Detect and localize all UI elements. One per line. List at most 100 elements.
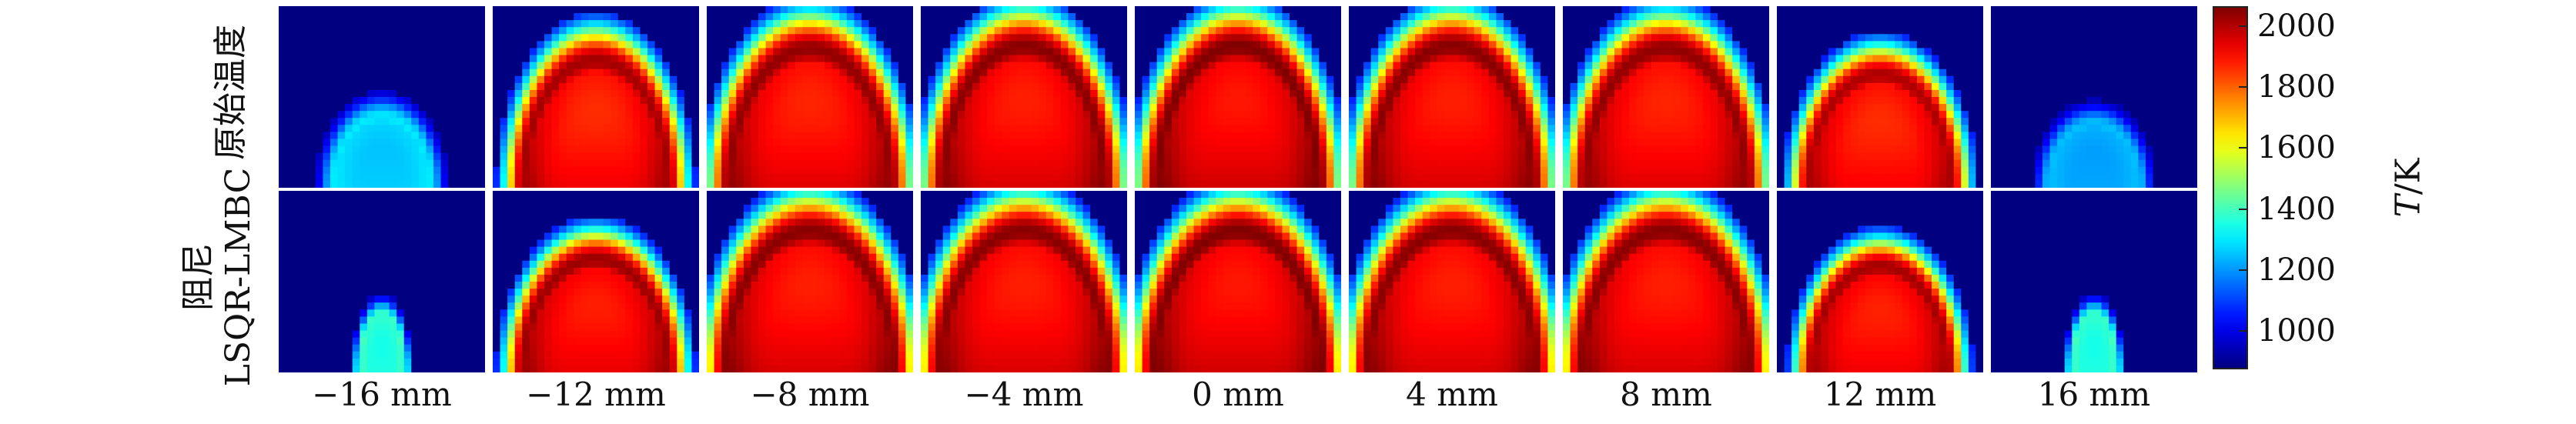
heatmap-cell (1710, 104, 1718, 112)
heatmap-cell (788, 13, 796, 21)
heatmap-cell (979, 159, 988, 168)
heatmap-cell (411, 97, 420, 105)
heatmap-cell (1754, 89, 1762, 98)
heatmap-cell (455, 125, 463, 132)
heatmap-cell (1629, 97, 1638, 105)
heatmap-cell (1193, 68, 1202, 77)
heatmap-cell (1290, 34, 1297, 42)
heatmap-cell (1407, 118, 1416, 125)
heatmap-cell (1164, 139, 1173, 146)
heatmap-cell (286, 34, 294, 42)
heatmap-cell (544, 62, 552, 70)
heatmap-cell (1164, 159, 1173, 168)
heatmap-cell (1599, 13, 1607, 21)
heatmap-cell (1171, 97, 1179, 105)
heatmap-cell (1621, 152, 1630, 161)
heatmap-cell (1688, 20, 1696, 28)
heatmap-cell (942, 89, 951, 98)
heatmap-cell (795, 152, 803, 161)
heatmap-cell (1540, 48, 1548, 55)
heatmap-cell (1437, 125, 1445, 132)
heatmap-cell (1024, 41, 1032, 48)
heatmap-cell (1570, 62, 1578, 70)
heatmap-cell (1356, 180, 1364, 188)
heatmap-cell (426, 34, 434, 42)
heatmap-cell (366, 104, 375, 112)
heatmap-cell (596, 104, 604, 112)
heatmap-cell (1415, 173, 1423, 182)
heatmap-cell (500, 89, 508, 98)
heatmap-cell (817, 125, 825, 132)
heatmap-cell (765, 89, 774, 98)
heatmap-cell (1045, 82, 1054, 91)
heatmap-cell (1415, 159, 1423, 168)
heatmap-cell (360, 62, 368, 70)
heatmap-cell (1688, 75, 1696, 84)
heatmap-cell (396, 139, 405, 146)
heatmap-cell (1156, 111, 1165, 119)
heatmap-cell (1533, 89, 1541, 98)
heatmap-cell (455, 68, 463, 77)
heatmap-cell (1540, 166, 1548, 175)
heatmap-cell (758, 111, 766, 119)
heatmap-cell (580, 118, 589, 125)
heatmap-cell (1290, 139, 1297, 146)
heatmap-cell (868, 75, 877, 84)
heatmap-cell (1082, 180, 1091, 188)
heatmap-cell (1296, 6, 1305, 14)
heatmap-cell (1216, 34, 1224, 42)
heatmap-cell (1039, 20, 1047, 28)
heatmap-cell (1296, 97, 1305, 105)
heatmap-cell (1378, 111, 1387, 119)
heatmap-cell (928, 118, 936, 125)
heatmap-cell (1282, 82, 1290, 91)
heatmap-cell (1533, 180, 1541, 188)
heatmap-cell (1230, 62, 1239, 70)
heatmap-cell (743, 180, 751, 188)
heatmap-cell (1644, 55, 1652, 63)
heatmap-cell (802, 159, 811, 168)
heatmap-cell (470, 111, 478, 119)
heatmap-cell (566, 48, 574, 55)
heatmap-cell (1053, 48, 1062, 55)
heatmap-cell (382, 62, 390, 70)
heatmap-cell (1105, 132, 1113, 139)
heatmap-cell (1208, 97, 1216, 105)
heatmap-cell (1525, 139, 1534, 146)
heatmap-cell (810, 20, 818, 28)
heatmap-cell (1378, 34, 1387, 42)
heatmap-cell (1053, 97, 1062, 105)
heatmap-cell (1349, 132, 1357, 139)
heatmap-cell (1282, 97, 1290, 105)
heatmap-cell (1223, 62, 1231, 70)
heatmap-cell (1636, 20, 1644, 28)
heatmap-cell (795, 111, 803, 119)
heatmap-cell (403, 111, 412, 119)
heatmap-cell (743, 152, 751, 161)
heatmap-cell (1525, 82, 1534, 91)
heatmap-cell (1326, 34, 1334, 42)
heatmap-cell (1481, 41, 1490, 48)
heatmap-cell (1311, 104, 1320, 112)
heatmap-cell (921, 68, 928, 77)
heatmap-cell (1673, 152, 1681, 161)
heatmap-cell (286, 180, 294, 188)
heatmap-cell (1695, 68, 1704, 77)
heatmap-cell (1356, 152, 1364, 161)
heatmap-cell (1666, 68, 1674, 77)
heatmap-cell (677, 132, 685, 139)
heatmap-cell (965, 111, 973, 119)
heatmap-cell (1718, 82, 1725, 91)
heatmap-cell (559, 118, 567, 125)
heatmap-cell (537, 145, 545, 154)
heatmap-cell (780, 89, 788, 98)
heatmap-cell (965, 27, 973, 35)
heatmap-cell (403, 89, 412, 98)
heatmap-cell (632, 55, 641, 63)
heatmap-cell (1060, 132, 1069, 139)
heatmap-cell (1119, 55, 1127, 63)
heatmap-cell (382, 111, 390, 119)
heatmap-cell (1149, 55, 1158, 63)
heatmap-cell (1045, 139, 1054, 146)
heatmap-cell (1304, 152, 1313, 161)
